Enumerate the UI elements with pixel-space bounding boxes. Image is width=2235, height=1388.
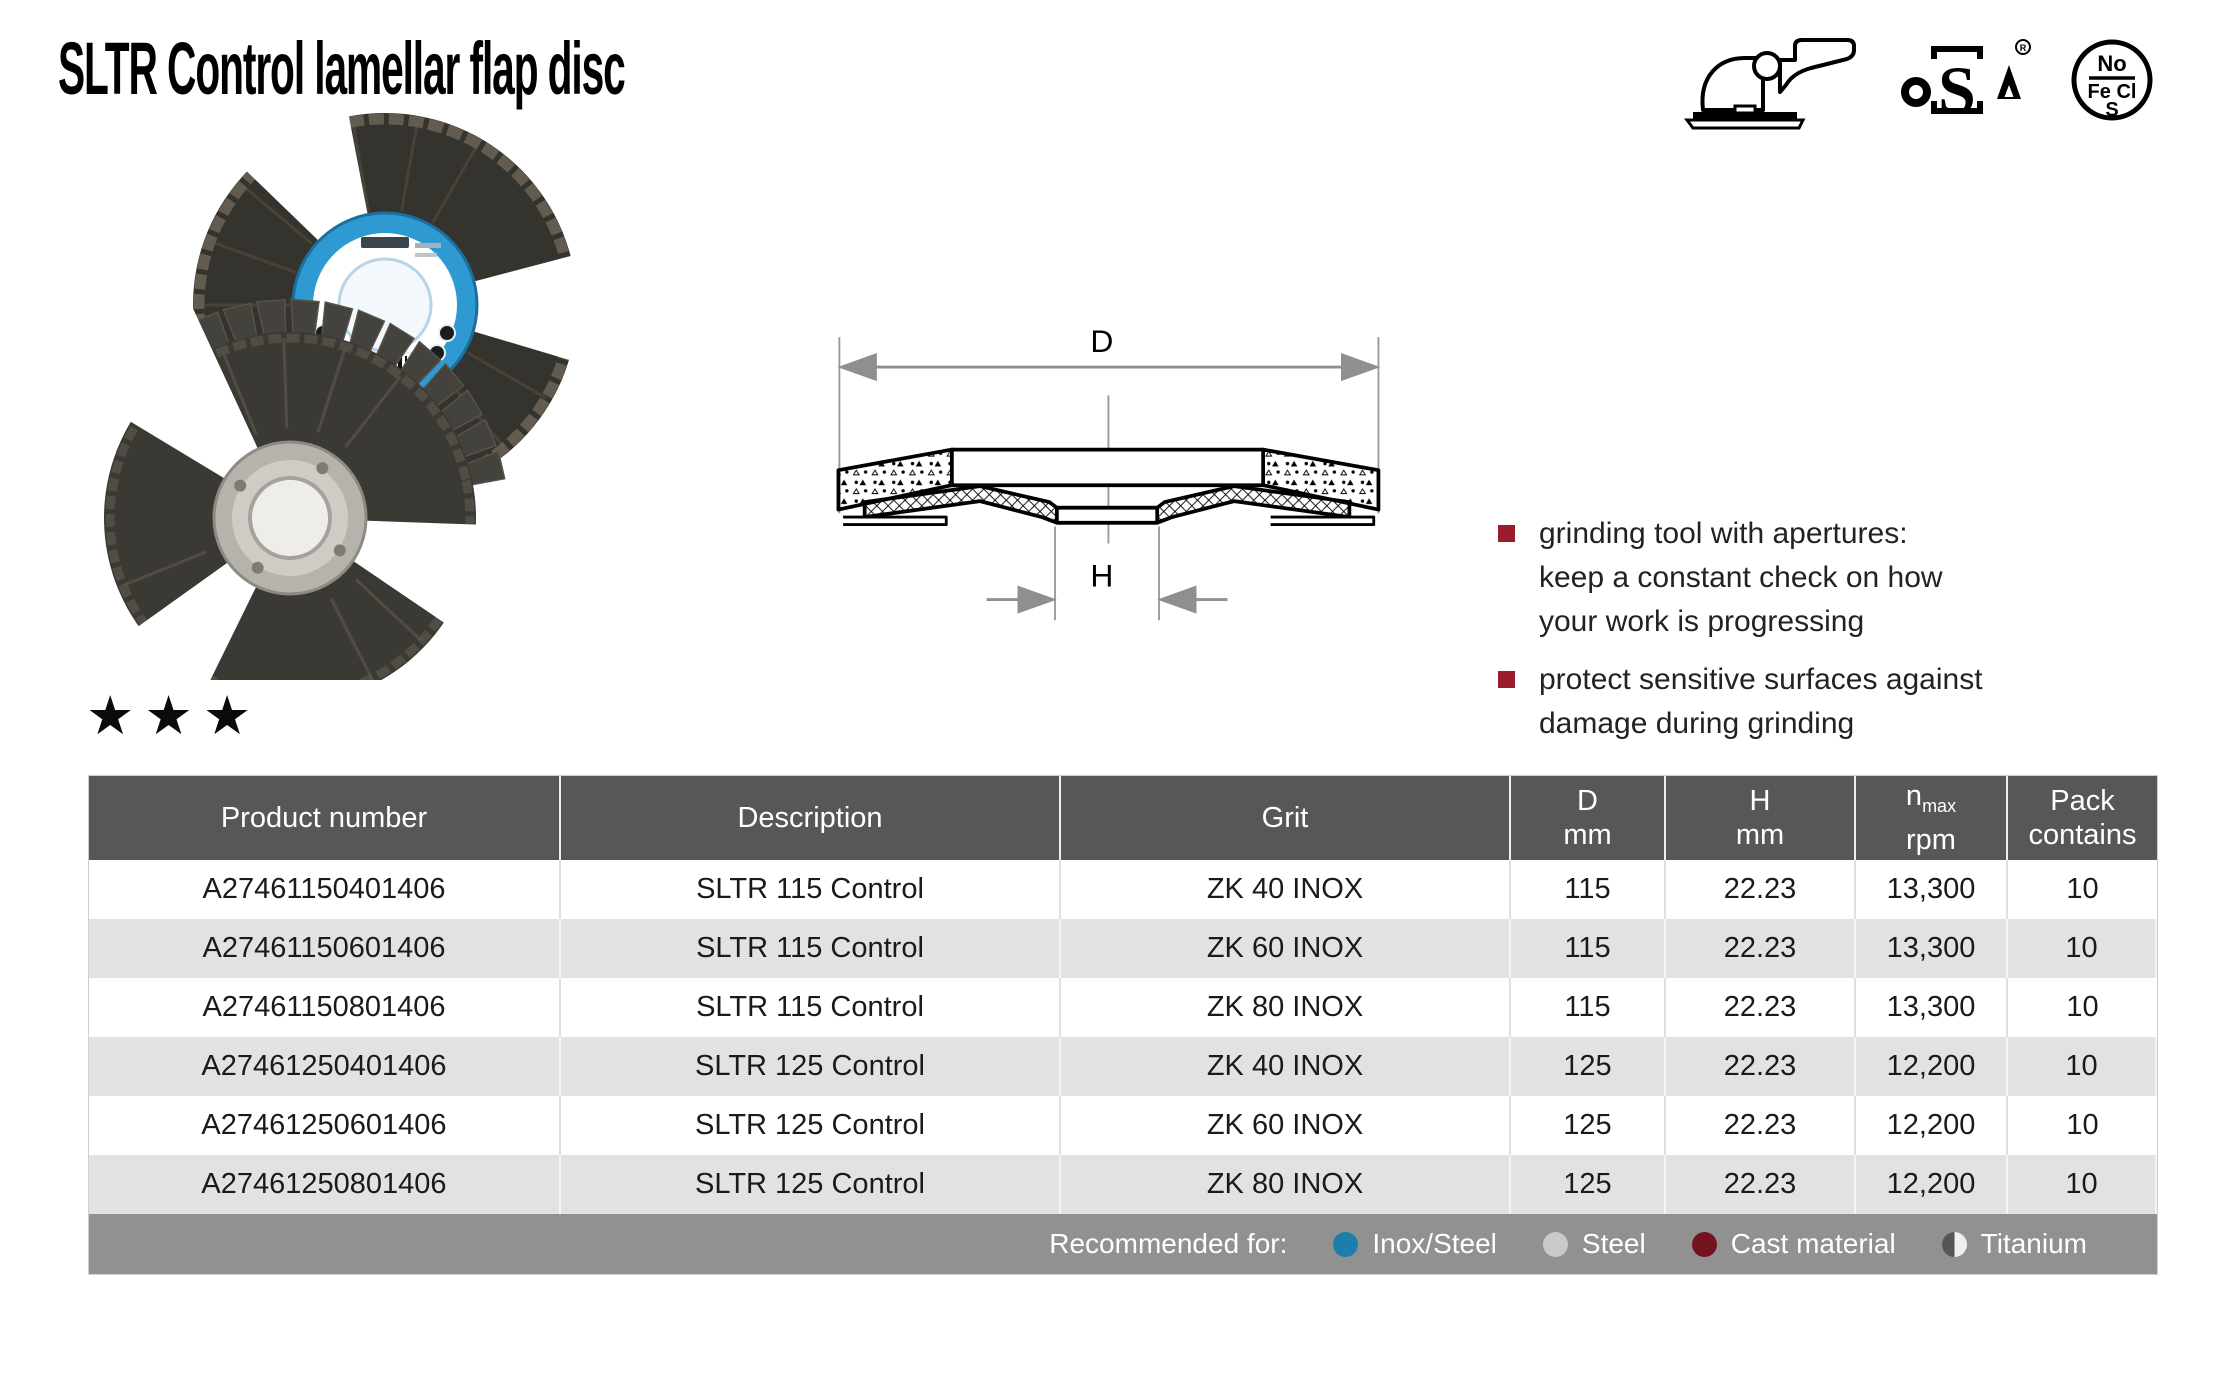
column-header-pack-contains: Pack contains xyxy=(2008,776,2157,860)
cell-pack-contains: 10 xyxy=(2008,978,2157,1037)
bullet-square-icon xyxy=(1498,671,1515,688)
table-row: A27461150601406 SLTR 115 Control ZK 60 I… xyxy=(89,919,2157,978)
cell-pack-contains: 10 xyxy=(2008,1037,2157,1096)
cell-h-mm: 22.23 xyxy=(1666,860,1856,919)
cell-grit: ZK 40 INOX xyxy=(1061,860,1511,919)
cell-product-number: A27461150601406 xyxy=(89,919,561,978)
column-header-product-number: Product number xyxy=(89,776,561,860)
cell-d-mm: 115 xyxy=(1511,860,1666,919)
table-footer-legend: Recommended for: Inox/Steel Steel Cast m… xyxy=(89,1214,2157,1274)
dimension-diagram: D H xyxy=(836,323,1381,621)
cell-description: SLTR 115 Control xyxy=(561,860,1061,919)
cell-product-number: A27461250801406 xyxy=(89,1155,561,1214)
cell-grit: ZK 40 INOX xyxy=(1061,1037,1511,1096)
cell-grit: ZK 60 INOX xyxy=(1061,1096,1511,1155)
cell-d-mm: 125 xyxy=(1511,1037,1666,1096)
svg-text:Fe Cl: Fe Cl xyxy=(2088,81,2137,103)
cell-pack-contains: 10 xyxy=(2008,860,2157,919)
cell-h-mm: 22.23 xyxy=(1666,1096,1856,1155)
bullet-square-icon xyxy=(1498,525,1515,542)
cell-d-mm: 125 xyxy=(1511,1155,1666,1214)
table-row: A27461150401406 SLTR 115 Control ZK 40 I… xyxy=(89,860,2157,919)
osa-logo-icon: S R xyxy=(1901,39,2031,123)
cell-d-mm: 125 xyxy=(1511,1096,1666,1155)
cast-material-dot-icon xyxy=(1691,1231,1717,1257)
table-row: A27461150801406 SLTR 115 Control ZK 80 I… xyxy=(89,978,2157,1037)
svg-text:S: S xyxy=(2105,99,2118,121)
feature-list: grinding tool with apertures: keep a con… xyxy=(1498,512,2058,760)
feature-text: grinding tool with apertures: keep a con… xyxy=(1539,517,1943,638)
cell-grit: ZK 80 INOX xyxy=(1061,1155,1511,1214)
legend-label: Recommended for: xyxy=(1049,1228,1288,1259)
cell-nmax-rpm: 13,300 xyxy=(1856,919,2008,978)
feature-item: protect sensitive surfaces against damag… xyxy=(1498,658,2058,746)
cell-h-mm: 22.23 xyxy=(1666,919,1856,978)
titanium-dot-icon xyxy=(1941,1231,1967,1257)
page-title: SLTR Control lamellar flap disc xyxy=(58,27,626,110)
legend-item-steel: Steel xyxy=(1542,1228,1646,1260)
cell-nmax-rpm: 12,200 xyxy=(1856,1096,2008,1155)
cell-pack-contains: 10 xyxy=(2008,919,2157,978)
cell-grit: ZK 60 INOX xyxy=(1061,919,1511,978)
cell-h-mm: 22.23 xyxy=(1666,1037,1856,1096)
cell-d-mm: 115 xyxy=(1511,919,1666,978)
legend-item-cast-material: Cast material xyxy=(1691,1228,1896,1260)
feature-text: protect sensitive surfaces against damag… xyxy=(1539,663,1983,740)
column-header-grit: Grit xyxy=(1061,776,1511,860)
cell-nmax-rpm: 12,200 xyxy=(1856,1155,2008,1214)
cell-product-number: A27461250401406 xyxy=(89,1037,561,1096)
no-fecls-badge-icon: No Fe Cl S xyxy=(2071,39,2153,121)
angle-grinder-icon xyxy=(1684,38,1856,130)
svg-text:D: D xyxy=(1090,323,1113,359)
cell-description: SLTR 125 Control xyxy=(561,1037,1061,1096)
steel-dot-icon xyxy=(1542,1231,1568,1257)
cell-h-mm: 22.23 xyxy=(1666,1155,1856,1214)
svg-text:No: No xyxy=(2097,51,2126,76)
cell-nmax-rpm: 12,200 xyxy=(1856,1037,2008,1096)
inox-steel-dot-icon xyxy=(1333,1231,1359,1257)
cell-product-number: A27461150801406 xyxy=(89,978,561,1037)
svg-text:R: R xyxy=(2020,43,2027,53)
header-badges: S R No Fe Cl S xyxy=(1683,30,2155,130)
cell-pack-contains: 10 xyxy=(2008,1155,2157,1214)
rating-stars: ★★★ xyxy=(86,686,262,746)
cell-d-mm: 115 xyxy=(1511,978,1666,1037)
cell-nmax-rpm: 13,300 xyxy=(1856,860,2008,919)
column-header-description: Description xyxy=(561,776,1061,860)
cell-description: SLTR 125 Control xyxy=(561,1155,1061,1214)
legend-item-titanium: Titanium xyxy=(1941,1228,2087,1260)
feature-item: grinding tool with apertures: keep a con… xyxy=(1498,512,2058,644)
product-photo xyxy=(96,110,575,680)
table-row: A27461250401406 SLTR 125 Control ZK 40 I… xyxy=(89,1037,2157,1096)
table-row: A27461250601406 SLTR 125 Control ZK 60 I… xyxy=(89,1096,2157,1155)
cell-product-number: A27461250601406 xyxy=(89,1096,561,1155)
table-row: A27461250801406 SLTR 125 Control ZK 80 I… xyxy=(89,1155,2157,1214)
cell-description: SLTR 125 Control xyxy=(561,1096,1061,1155)
legend-item-inox-steel: Inox/Steel xyxy=(1333,1228,1497,1260)
column-header-nmax-rpm: nmax rpm xyxy=(1856,776,2008,860)
cell-description: SLTR 115 Control xyxy=(561,919,1061,978)
cell-description: SLTR 115 Control xyxy=(561,978,1061,1037)
cell-pack-contains: 10 xyxy=(2008,1096,2157,1155)
svg-text:H: H xyxy=(1090,557,1113,593)
cell-h-mm: 22.23 xyxy=(1666,978,1856,1037)
cell-nmax-rpm: 13,300 xyxy=(1856,978,2008,1037)
cell-product-number: A27461150401406 xyxy=(89,860,561,919)
cell-grit: ZK 80 INOX xyxy=(1061,978,1511,1037)
